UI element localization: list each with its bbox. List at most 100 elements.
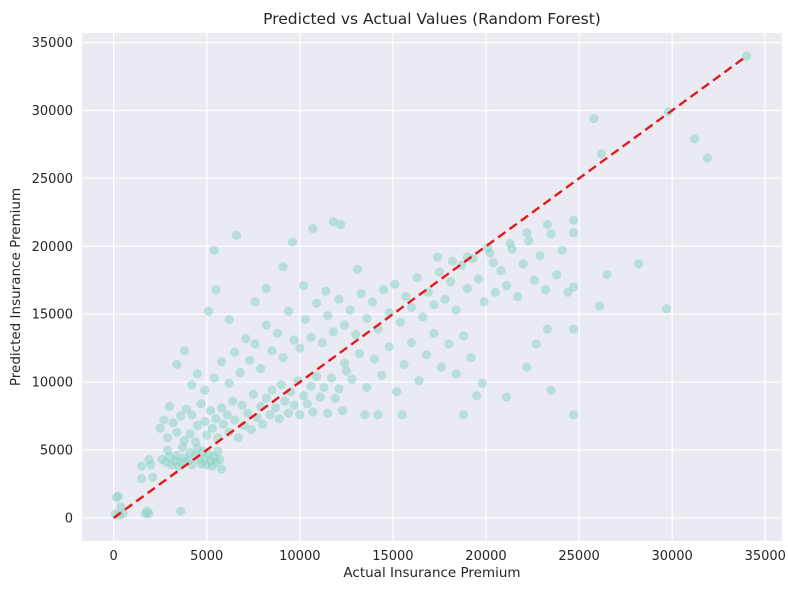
data-point bbox=[477, 378, 487, 388]
data-point bbox=[390, 279, 400, 289]
x-tick-label: 35000 bbox=[745, 549, 786, 564]
data-point bbox=[278, 262, 288, 272]
data-point bbox=[423, 287, 433, 297]
data-point bbox=[172, 450, 182, 460]
data-point bbox=[308, 224, 318, 234]
data-point bbox=[137, 461, 147, 471]
x-tick-label: 5000 bbox=[190, 549, 223, 564]
data-point bbox=[406, 338, 417, 348]
data-point bbox=[496, 266, 506, 276]
data-point bbox=[187, 460, 197, 470]
data-point bbox=[352, 264, 363, 274]
data-point bbox=[462, 283, 472, 293]
x-tick-label: 25000 bbox=[558, 549, 599, 564]
x-tick-label: 30000 bbox=[651, 549, 692, 564]
data-point bbox=[369, 354, 379, 364]
data-point bbox=[440, 294, 450, 304]
y-tick-label: 25000 bbox=[32, 172, 73, 187]
data-point bbox=[246, 425, 256, 435]
data-point bbox=[315, 392, 325, 402]
data-point bbox=[702, 153, 713, 163]
data-point bbox=[224, 378, 234, 388]
data-point bbox=[271, 403, 281, 413]
data-point bbox=[336, 219, 346, 230]
data-point bbox=[172, 427, 182, 437]
data-point bbox=[261, 320, 271, 330]
data-point bbox=[338, 406, 348, 416]
data-point bbox=[447, 256, 458, 266]
data-point bbox=[295, 410, 305, 420]
data-point bbox=[250, 339, 260, 349]
data-point bbox=[256, 363, 266, 374]
data-point bbox=[490, 287, 500, 297]
data-point bbox=[323, 408, 333, 418]
data-point bbox=[192, 420, 202, 431]
data-points bbox=[110, 51, 752, 520]
data-point bbox=[479, 297, 489, 307]
x-tick-label: 15000 bbox=[372, 549, 413, 564]
data-point bbox=[546, 385, 556, 395]
y-tick-label: 0 bbox=[65, 511, 73, 526]
data-point bbox=[334, 384, 344, 394]
data-point bbox=[373, 410, 383, 420]
y-tick-label: 5000 bbox=[40, 443, 73, 458]
data-point bbox=[451, 305, 461, 315]
data-point bbox=[217, 403, 227, 413]
grid-lines bbox=[82, 33, 782, 541]
data-point bbox=[284, 408, 294, 418]
data-point bbox=[379, 285, 389, 295]
data-point bbox=[278, 353, 288, 363]
y-tick-label: 35000 bbox=[32, 36, 73, 51]
reference-line bbox=[112, 55, 748, 519]
data-point bbox=[542, 324, 553, 334]
data-point bbox=[137, 473, 147, 484]
data-point bbox=[321, 286, 331, 296]
data-point bbox=[272, 328, 283, 338]
data-point bbox=[501, 281, 512, 291]
data-point bbox=[245, 355, 255, 365]
data-point bbox=[341, 366, 351, 376]
data-point bbox=[211, 285, 221, 295]
data-point bbox=[176, 506, 186, 516]
data-point bbox=[218, 419, 229, 429]
data-point bbox=[518, 259, 528, 269]
data-point bbox=[446, 277, 456, 287]
data-point bbox=[689, 134, 700, 144]
data-point bbox=[406, 302, 417, 312]
data-point bbox=[179, 346, 189, 356]
data-point bbox=[200, 385, 210, 395]
data-point bbox=[568, 410, 579, 420]
data-point bbox=[146, 460, 156, 470]
x-axis-label: Actual Insurance Premium bbox=[343, 565, 520, 581]
data-point bbox=[187, 380, 197, 390]
data-point bbox=[412, 272, 422, 283]
data-point bbox=[354, 349, 364, 359]
data-point bbox=[473, 274, 484, 284]
data-point bbox=[345, 305, 355, 315]
data-point bbox=[339, 320, 350, 330]
data-point bbox=[418, 312, 428, 322]
data-point bbox=[466, 353, 476, 363]
data-point bbox=[287, 237, 297, 247]
data-point bbox=[187, 410, 197, 420]
y-axis-ticks: 0 5000 10000 15000 20000 25000 30000 35000 bbox=[32, 36, 73, 526]
data-point bbox=[505, 238, 515, 249]
data-point bbox=[118, 509, 128, 519]
data-point bbox=[347, 374, 357, 384]
data-point bbox=[531, 339, 541, 349]
data-point bbox=[155, 423, 165, 433]
data-point bbox=[142, 506, 152, 516]
data-point bbox=[235, 368, 245, 378]
data-point bbox=[265, 410, 275, 420]
data-point bbox=[546, 229, 556, 239]
data-point bbox=[207, 423, 217, 433]
data-point bbox=[233, 433, 243, 443]
data-point bbox=[196, 399, 206, 409]
data-point bbox=[224, 315, 234, 325]
data-point bbox=[179, 435, 189, 446]
data-point bbox=[472, 391, 482, 401]
data-point bbox=[662, 304, 672, 314]
data-point bbox=[261, 393, 271, 403]
data-point bbox=[209, 245, 219, 255]
data-point bbox=[459, 331, 469, 341]
